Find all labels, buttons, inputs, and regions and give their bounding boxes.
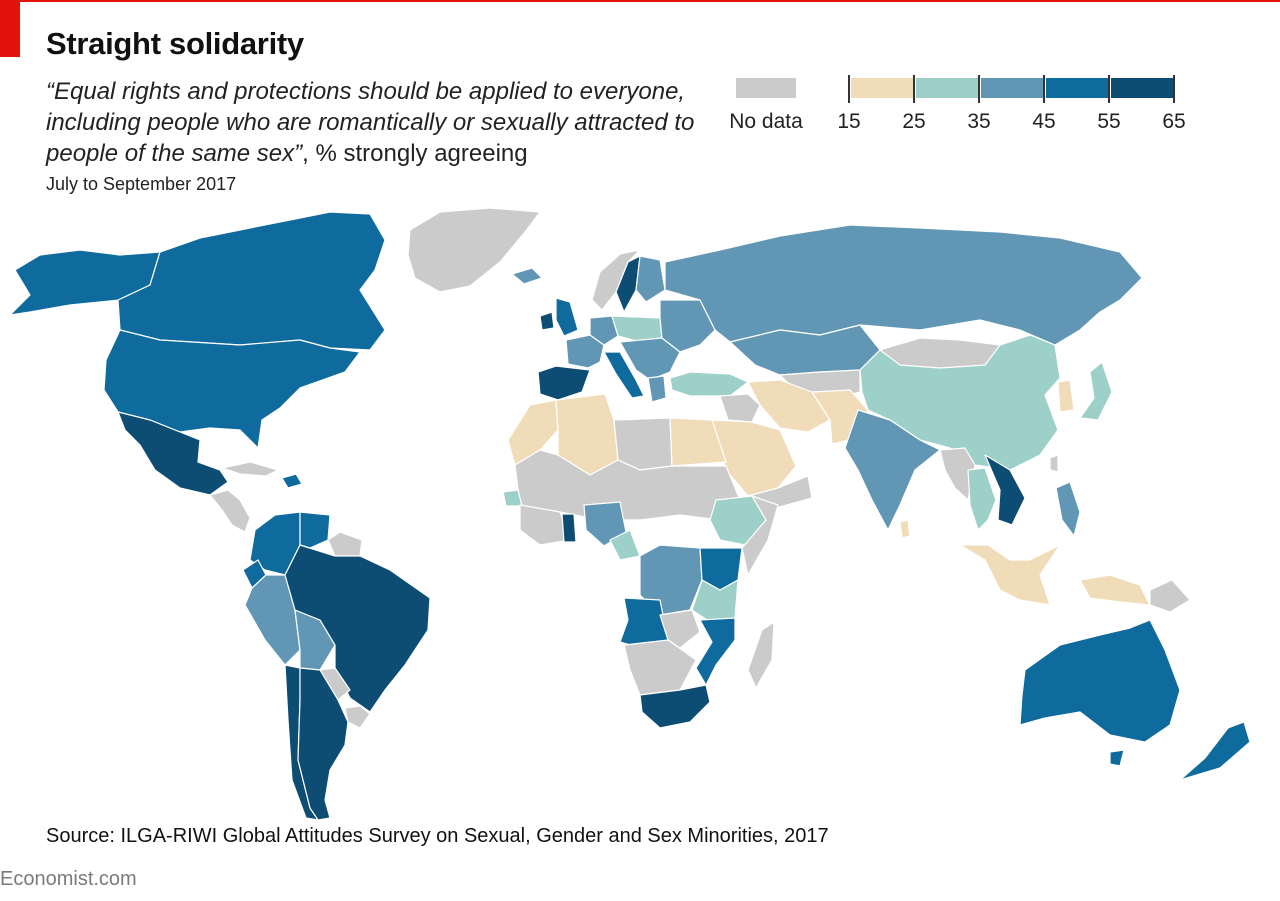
region-new-guinea [1149, 579, 1191, 613]
region-mozambique [695, 617, 736, 686]
world-map [9, 207, 1251, 820]
region-vietnam [984, 454, 1026, 526]
region-tasmania [1109, 749, 1125, 767]
legend-swatch-15-25 [851, 78, 913, 98]
region-mongolia [879, 337, 1001, 369]
region-germany-benelux [589, 315, 619, 346]
region-japan [1079, 361, 1113, 421]
legend-break-label: 55 [1097, 110, 1121, 133]
region-senegal [502, 489, 523, 507]
region-indonesia-east [1079, 574, 1151, 606]
legend-tick [978, 75, 980, 103]
region-mexico [117, 411, 229, 496]
legend-break-label: 45 [1032, 110, 1056, 133]
legend-swatch-35-45 [981, 78, 1043, 98]
region-greenland [407, 207, 541, 293]
legend-swatch-nodata [736, 78, 796, 98]
region-poland-czech [611, 315, 663, 343]
region-egypt [669, 417, 727, 467]
region-italy [603, 351, 645, 399]
region-central-america [209, 489, 251, 533]
region-sri-lanka [899, 519, 911, 539]
region-ghana [561, 513, 577, 543]
legend-break-label: 15 [837, 110, 861, 133]
region-sahel [514, 449, 741, 521]
legend-tick [848, 75, 850, 103]
region-iran [747, 379, 831, 433]
region-west-africa [519, 504, 571, 546]
legend-tick [1108, 75, 1110, 103]
region-iraq-syria [719, 393, 761, 423]
legend-tick [913, 75, 915, 103]
region-ireland [539, 311, 555, 331]
region-venezuela [299, 511, 331, 549]
region-spain-portugal [537, 365, 591, 401]
region-argentina [297, 667, 349, 820]
region-malaysia-indonesia-west [959, 544, 1061, 606]
legend-swatch-45-55 [1046, 78, 1108, 98]
publisher-credit: Economist.com [0, 868, 137, 890]
legend-tick [1043, 75, 1045, 103]
region-dominican-republic [281, 473, 303, 489]
region-cuba [221, 461, 279, 477]
subtitle-measure: , % strongly agreeing [302, 140, 528, 167]
region-canada [117, 211, 386, 351]
region-madagascar [747, 621, 775, 689]
region-congo-drc [639, 544, 703, 616]
source-note: Source: ILGA-RIWI Global Attitudes Surve… [46, 825, 829, 847]
region-korea [1057, 379, 1075, 413]
region-zambia [659, 609, 701, 649]
region-south-africa [639, 684, 711, 729]
legend-swatch-55-65 [1111, 78, 1173, 98]
legend-swatch-25-35 [916, 78, 978, 98]
brand-tab [0, 0, 20, 57]
region-turkey [669, 371, 749, 397]
region-brazil [284, 544, 431, 713]
legend-break-label: 25 [902, 110, 926, 133]
legend-break-label: 65 [1162, 110, 1186, 133]
region-thailand [967, 467, 997, 531]
region-finland [635, 255, 666, 303]
subtitle-quote: “Equal rights and protections should be … [46, 78, 695, 167]
legend-tick [1173, 75, 1175, 103]
chart-title: Straight solidarity [46, 26, 304, 61]
top-rule [0, 0, 1280, 2]
region-philippines [1055, 481, 1081, 537]
region-united-kingdom [555, 297, 579, 337]
region-greece [647, 375, 667, 403]
region-norway [591, 249, 641, 311]
legend-break-label: 35 [967, 110, 991, 133]
color-legend: No data 15 25 35 45 55 65 [700, 74, 1220, 144]
region-russia [664, 224, 1143, 346]
region-iceland [511, 267, 543, 285]
region-guianas [327, 531, 363, 557]
region-india [844, 409, 941, 531]
region-australia [1019, 619, 1181, 743]
chart-subtitle: “Equal rights and protections should be … [46, 76, 706, 169]
region-bangladesh-myanmar [939, 447, 976, 501]
region-taiwan [1049, 454, 1059, 473]
region-new-zealand [1179, 721, 1251, 781]
survey-date: July to September 2017 [46, 174, 237, 194]
region-namibia-botswana [623, 639, 697, 696]
region-somalia [741, 495, 779, 576]
legend-label-nodata: No data [729, 110, 803, 133]
